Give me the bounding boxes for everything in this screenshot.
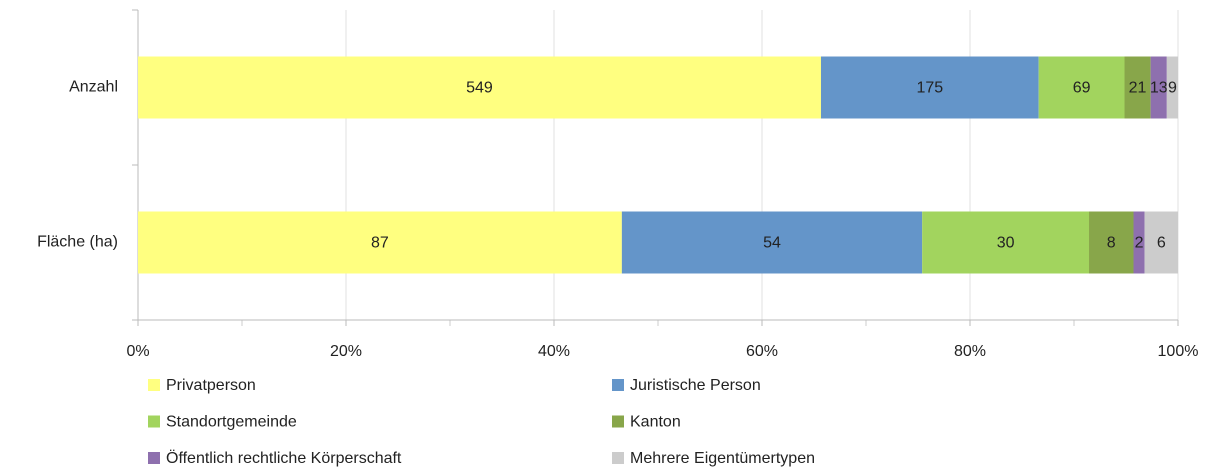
bar-segment: [1133, 211, 1145, 274]
legend-swatch: [612, 452, 624, 464]
data-label: 8: [1107, 235, 1116, 252]
legend-swatch: [612, 379, 624, 391]
bar-segment: [1124, 56, 1151, 119]
bar-segment: [621, 211, 923, 274]
data-label: 6: [1157, 235, 1166, 252]
data-label: 30: [997, 235, 1015, 252]
bar-segment: [1144, 211, 1178, 274]
bar-segment: [1038, 56, 1125, 119]
x-tick-label: 60%: [746, 343, 778, 360]
legend-label: Kanton: [630, 414, 681, 431]
bar-segment: [922, 211, 1090, 274]
bar-segment: [1166, 56, 1178, 119]
bar-segment: [820, 56, 1039, 119]
data-label: 87: [371, 235, 389, 252]
legend-label: Privatperson: [166, 377, 256, 394]
x-tick-label: 0%: [126, 343, 149, 360]
data-label: 69: [1073, 80, 1091, 97]
bar-segment: [138, 211, 622, 274]
legend-label: Juristische Person: [630, 377, 761, 394]
legend-swatch: [148, 379, 160, 391]
data-label: 13: [1150, 80, 1168, 97]
data-label: 549: [466, 80, 493, 97]
bar-segment: [138, 56, 821, 119]
bar-segment: [1089, 211, 1134, 274]
legend-label: Öffentlich rechtliche Körperschaft: [166, 449, 402, 467]
x-tick-label: 100%: [1158, 343, 1199, 360]
x-tick-label: 20%: [330, 343, 362, 360]
y-tick-label: Anzahl: [69, 79, 118, 96]
data-label: 54: [763, 235, 781, 252]
data-label: 21: [1129, 80, 1147, 97]
legend-swatch: [148, 415, 160, 428]
legend-swatch: [148, 452, 160, 464]
x-tick-label: 40%: [538, 343, 570, 360]
legend-label: Mehrere Eigentümertypen: [630, 450, 815, 467]
data-label: 175: [916, 80, 943, 97]
legend-label: Standortgemeinde: [166, 414, 297, 431]
bar-segment: [1150, 56, 1167, 119]
data-label: 9: [1168, 80, 1177, 97]
data-label: 2: [1135, 235, 1144, 252]
y-tick-label: Fläche (ha): [37, 234, 118, 251]
x-tick-label: 80%: [954, 343, 986, 360]
legend-swatch: [612, 415, 624, 428]
